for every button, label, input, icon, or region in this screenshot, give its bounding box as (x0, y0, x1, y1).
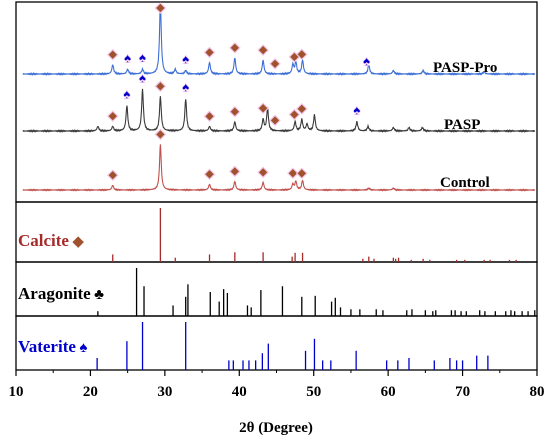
calcite-marker (106, 169, 119, 182)
x-tick-label: 80 (530, 384, 545, 400)
reference-panel-frame-vaterite (15, 315, 538, 371)
calcite-marker (154, 128, 167, 141)
legend-symbol-calcite: ◆ (72, 234, 84, 250)
vaterite-marker: ♠ (182, 52, 190, 67)
vaterite-marker: ♠ (353, 104, 361, 119)
series-line-pasp (22, 88, 536, 133)
calcite-marker (295, 48, 308, 61)
calcite-marker (203, 168, 216, 181)
calcite-marker (257, 166, 269, 179)
calcite-marker (203, 46, 216, 59)
vaterite-marker: ♠ (363, 54, 371, 69)
legend-symbol-aragonite: ♣ (94, 287, 104, 303)
x-axis: 10 20 30 40 50 60 70 80 (9, 370, 545, 400)
calcite-marker (269, 114, 281, 127)
reference-label-vaterite: Vaterite (18, 337, 76, 356)
series-line-pasp-pro (22, 2, 536, 76)
vaterite-marker: ♠ (182, 81, 190, 96)
calcite-marker (228, 165, 241, 178)
series-line-control (22, 144, 536, 192)
series-label-pasp: PASP (444, 117, 480, 133)
x-axis-label: 2θ (Degree) (239, 420, 313, 436)
reference-label-aragonite: Aragonite (18, 284, 91, 303)
vaterite-marker: ♠ (139, 51, 147, 66)
x-tick-label: 20 (83, 384, 98, 400)
label-layer: PASP-Pro PASP Control Calcite ◆ Aragonite ♣ Vat… (18, 60, 497, 356)
calcite-marker (106, 48, 119, 61)
x-tick-label: 30 (157, 384, 172, 400)
x-tick-label: 40 (232, 384, 247, 400)
calcite-marker (295, 103, 308, 115)
calcite-marker (154, 80, 167, 93)
calcite-marker (269, 57, 281, 70)
vaterite-marker: ♠ (139, 71, 147, 86)
vaterite-marker: ♠ (123, 87, 131, 102)
legend-symbol-vaterite: ♠ (79, 340, 87, 356)
vaterite-marker: ♠ (124, 51, 132, 66)
calcite-marker (228, 41, 241, 54)
calcite-marker (257, 44, 269, 56)
x-tick-label: 60 (381, 384, 396, 400)
x-tick-label: 70 (455, 384, 470, 400)
reference-label-calcite: Calcite (18, 231, 69, 250)
marker-layer: ♠ ♠ ♠ ♠ ♠ ♠ ♠ ♠ (106, 2, 371, 182)
reference-layer (96, 208, 536, 370)
calcite-marker (288, 108, 301, 121)
reference-panel-frame-calcite (15, 201, 538, 263)
calcite-marker (203, 110, 216, 123)
x-tick-label: 50 (306, 384, 321, 400)
calcite-marker (154, 2, 167, 14)
series-label-pasp-pro: PASP-Pro (433, 60, 497, 76)
calcite-marker (287, 167, 299, 180)
series-label-control: Control (440, 175, 490, 191)
top-panel-frame (15, 1, 538, 203)
x-tick-label: 10 (9, 384, 24, 400)
calcite-marker (257, 102, 269, 115)
series-layer (22, 2, 536, 192)
calcite-marker (295, 167, 308, 180)
calcite-marker (106, 110, 119, 123)
calcite-marker (228, 105, 241, 118)
